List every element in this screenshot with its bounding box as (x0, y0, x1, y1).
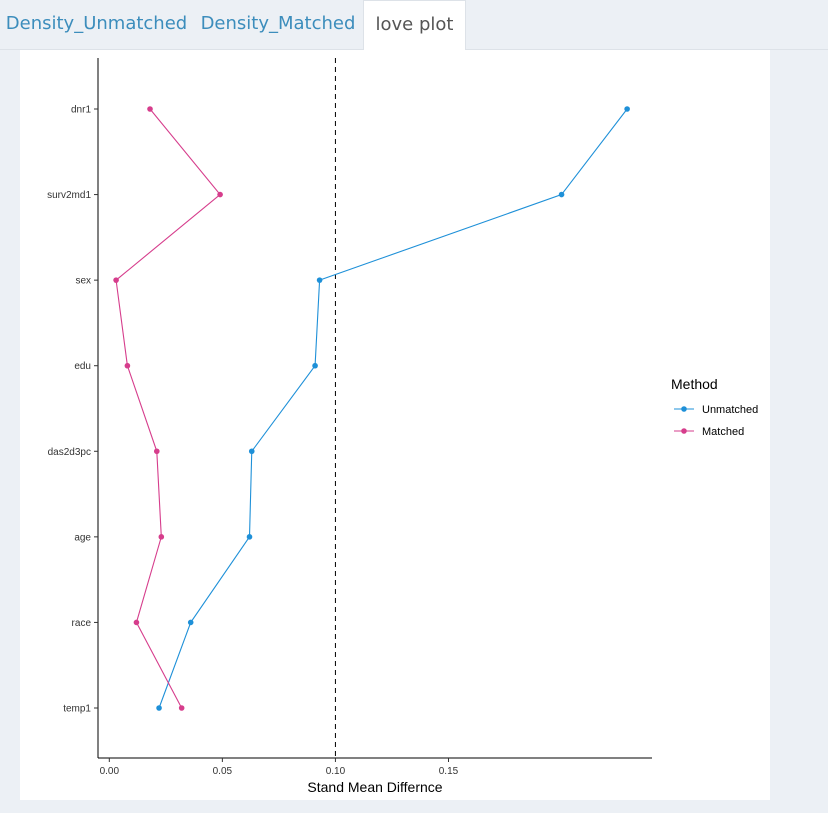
point-unmatched (187, 619, 194, 626)
series-line-unmatched (158, 108, 628, 709)
tab-density-unmatched[interactable]: Density_Unmatched (5, 13, 188, 34)
legend-key-point-unmatched (681, 406, 687, 412)
y-tick-label: temp1 (63, 704, 91, 715)
x-axis-title: Stand Mean Differnce (307, 779, 442, 795)
x-tick-label: 0.00 (100, 766, 120, 777)
legend-label-matched: Matched (702, 426, 744, 438)
x-tick-label: 0.15 (439, 766, 459, 777)
tab-bar: Density_Unmatched Density_Matched love p… (0, 0, 828, 51)
y-tick-label: edu (74, 361, 91, 372)
tab-panel: temp1 race age das2d3pc edu sex surv2md1 dnr1 0.… (20, 50, 770, 800)
legend-label-unmatched: Unmatched (702, 404, 758, 416)
series-line-matched (115, 108, 221, 709)
x-tick-label: 0.05 (213, 766, 233, 777)
point-matched (113, 277, 119, 283)
y-tick-label: sex (75, 276, 91, 287)
point-matched (153, 448, 160, 455)
point-matched (133, 619, 140, 626)
y-tick-label: dnr1 (71, 105, 91, 116)
legend-title: Method (671, 376, 718, 392)
y-tick-label: race (72, 618, 92, 629)
point-matched (124, 362, 131, 369)
point-unmatched (558, 191, 565, 198)
point-matched (217, 191, 223, 198)
x-tick-label: 0.10 (326, 766, 346, 777)
point-unmatched (156, 705, 162, 711)
chart-axes: temp1 race age das2d3pc edu sex surv2md1 dnr1 0.… (47, 58, 652, 795)
point-matched (147, 106, 153, 112)
point-matched (158, 534, 165, 540)
chart-series-layer (113, 106, 630, 711)
point-unmatched (316, 277, 323, 283)
chart-legend: Method Unmatched Matched (671, 376, 758, 438)
y-tick-label: das2d3pc (48, 447, 91, 458)
love-plot-chart: temp1 race age das2d3pc edu sex surv2md1 dnr1 0.… (47, 58, 758, 795)
y-tick-label: age (74, 532, 91, 543)
legend-key-point-matched (681, 428, 687, 434)
tab-love-plot[interactable]: love plot (363, 0, 466, 51)
y-tick-label: surv2md1 (47, 190, 91, 201)
point-unmatched (246, 534, 253, 540)
point-unmatched (624, 106, 630, 112)
point-unmatched (248, 448, 255, 455)
point-matched (178, 705, 185, 711)
point-unmatched (312, 362, 318, 369)
tab-density-matched[interactable]: Density_Matched (200, 13, 356, 34)
